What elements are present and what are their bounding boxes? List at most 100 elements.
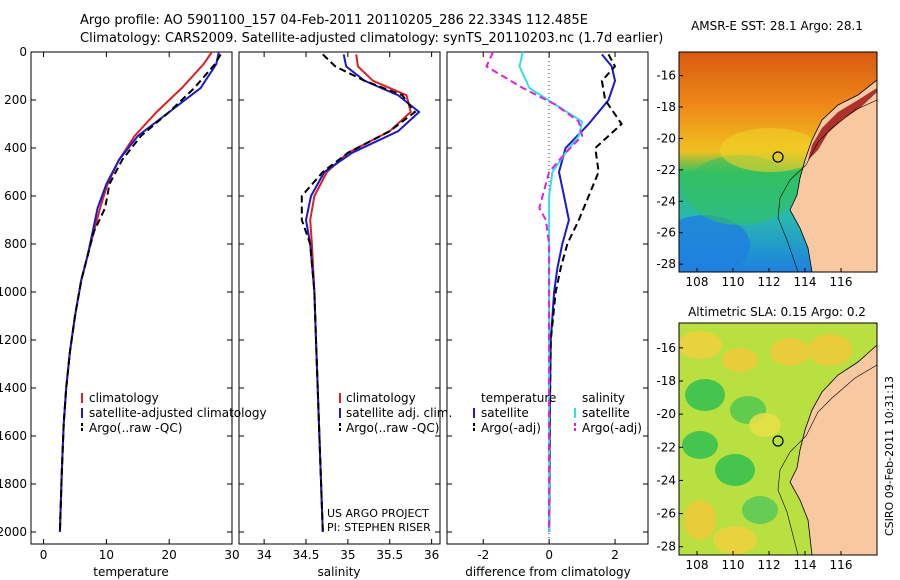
- series-line-1: [304, 54, 421, 533]
- sla-eddy-9: [684, 500, 716, 540]
- legend-label-satellite-adjusted: satellite-adjusted climatology: [89, 406, 267, 420]
- series-line-2: [518, 51, 584, 532]
- legend-label-climatology: climatology: [346, 391, 416, 405]
- salinity-axes: [238, 51, 441, 545]
- temperature-legend: climatology satellite-adjusted climatolo…: [81, 391, 267, 435]
- x-tick-label: 35.5: [376, 548, 403, 562]
- y-tick-label: 1000: [0, 285, 27, 299]
- x-tick-label: 0: [545, 548, 553, 562]
- sla-map: Altimetric SLA: 0.15 Argo: 0.2 108 110 112…: [656, 305, 878, 572]
- credit-timestamp: CSIRO 09-Feb-2011 10:31:13: [883, 376, 896, 536]
- y-tick-label: 800: [4, 237, 27, 251]
- y-tick-label: 400: [4, 141, 27, 155]
- sla-eddy-2: [770, 338, 810, 366]
- sla-eddy-11: [749, 413, 781, 437]
- temperature-xlabel: temperature: [93, 565, 168, 579]
- series-line-1: [548, 53, 623, 533]
- legend-label-satellite-adj: satellite adj. clim.: [346, 406, 452, 420]
- y-tick-label: 200: [4, 93, 27, 107]
- sla-eddy-10: [713, 526, 757, 554]
- legend-title-temperature: temperature: [481, 391, 556, 405]
- series-line-2: [300, 53, 417, 533]
- map-y-tick-label: -16: [656, 69, 676, 83]
- x-tick-label: 0: [40, 548, 48, 562]
- map-x-tick-label: 114: [794, 275, 817, 289]
- y-tick-label: 1200: [0, 333, 27, 347]
- map-y-tick-label: -26: [656, 226, 676, 240]
- project-annotation-line-2: PI: STEPHEN RISER: [327, 521, 431, 534]
- y-tick-label: 0: [19, 45, 27, 59]
- map-y-tick-label: -16: [656, 341, 676, 355]
- sla-map-ticks: 108 110 112 114 116 -16 -18 -20 -22 -24 -26 -28: [656, 341, 852, 572]
- sla-eddy-1: [722, 348, 758, 372]
- title-line-1: Argo profile: AO 5901100_157 04-Feb-2011…: [80, 13, 588, 28]
- temperature-axes: [30, 51, 233, 545]
- salinity-xlabel: salinity: [317, 565, 360, 579]
- map-y-tick-label: -22: [656, 440, 676, 454]
- difference-xlabel: difference from climatology: [465, 565, 631, 579]
- sla-eddy-3: [808, 334, 852, 366]
- difference-plot: -2 0 2: [447, 51, 648, 562]
- sst-coastline: [789, 79, 877, 272]
- x-tick-label: 36: [424, 548, 439, 562]
- map-x-tick-label: 108: [686, 275, 709, 289]
- difference-panel: -2 0 2 difference from climatology tempera…: [446, 51, 649, 579]
- map-x-tick-label: 114: [794, 558, 817, 572]
- y-tick-label: 1800: [0, 477, 27, 491]
- x-tick-label: 34.5: [293, 548, 320, 562]
- map-x-tick-label: 110: [722, 275, 745, 289]
- map-y-tick-label: -18: [656, 374, 676, 388]
- series-line-1: [58, 51, 220, 533]
- sla-eddy-7: [715, 454, 755, 486]
- legend-label-sal-satellite: satellite: [582, 406, 630, 420]
- sst-cool-blob: [679, 215, 750, 272]
- salinity-plot: 34 34.5 35 35.5 36: [239, 51, 440, 562]
- title-line-2: Climatology: CARS2009. Satellite-adjuste…: [80, 31, 663, 46]
- map-x-tick-label: 112: [758, 275, 781, 289]
- series-line-3: [485, 51, 584, 532]
- y-tick-label: 600: [4, 189, 27, 203]
- map-y-tick-label: -24: [656, 473, 676, 487]
- map-y-tick-label: -22: [656, 163, 676, 177]
- legend-title-salinity: salinity: [582, 391, 625, 405]
- sla-field: [679, 323, 877, 555]
- difference-legend: temperature satellite Argo(-adj) salinit…: [473, 391, 642, 435]
- difference-axes: [446, 51, 649, 545]
- sla-eddy-4: [685, 379, 725, 411]
- sla-blobs: [679, 331, 852, 554]
- sla-argo-marker: [772, 435, 784, 447]
- map-x-tick-label: 108: [686, 558, 709, 572]
- sst-land: [790, 80, 877, 272]
- x-tick-label: 34: [256, 548, 271, 562]
- series-line-0: [58, 51, 213, 533]
- map-x-tick-label: 116: [830, 275, 853, 289]
- sst-map-title: AMSR-E SST: 28.1 Argo: 28.1: [691, 19, 863, 33]
- map-y-tick-label: -20: [656, 131, 676, 145]
- salinity-panel: 34 34.5 35 35.5 36 salinity climatology sate…: [238, 51, 452, 579]
- map-y-tick-label: -28: [656, 540, 676, 554]
- x-tick-label: 2: [611, 548, 619, 562]
- sst-map: AMSR-E SST: 28.1 Argo: 28.1 108 110 112 114…: [656, 19, 878, 289]
- sla-map-frame: [678, 322, 878, 556]
- sst-map-frame: [678, 51, 878, 273]
- sst-green-blob: [685, 155, 795, 225]
- legend-label-argo: Argo(..raw -QC): [346, 421, 439, 435]
- legend-label-sal-argo: Argo(-adj): [582, 421, 642, 435]
- sst-field: [679, 52, 877, 272]
- sla-eddy-6: [682, 431, 718, 459]
- map-y-tick-label: -26: [656, 507, 676, 521]
- temperature-plot: 0 10 20 30 0 200 400 600 800 1000 1200 1400 1600 1800…: [0, 45, 240, 562]
- sla-map-title: Altimetric SLA: 0.15 Argo: 0.2: [688, 305, 866, 319]
- x-tick-label: 20: [162, 548, 177, 562]
- map-x-tick-label: 110: [722, 558, 745, 572]
- map-y-tick-label: -20: [656, 407, 676, 421]
- series-line-2: [58, 53, 222, 533]
- sla-shelf-contour: [777, 364, 877, 555]
- sst-map-ticks: 108 110 112 114 116 -16 -18 -20 -22 -24 -26 -28: [656, 69, 852, 289]
- x-tick-label: 10: [99, 548, 114, 562]
- sst-yellow-blob: [720, 128, 820, 172]
- y-tick-label: 1600: [0, 429, 27, 443]
- legend-label-temp-argo: Argo(-adj): [481, 421, 541, 435]
- x-tick-label: 30: [224, 548, 239, 562]
